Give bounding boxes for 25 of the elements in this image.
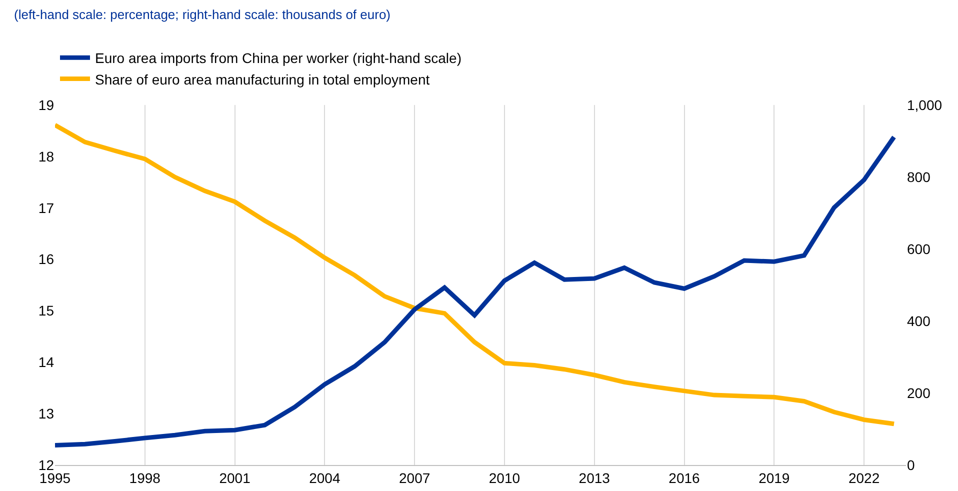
y-tick-label: 16 <box>38 251 54 268</box>
y-tick-label: 14 <box>38 354 54 370</box>
y2-tick-label: 600 <box>907 240 931 257</box>
x-tick-label: 2007 <box>399 470 430 486</box>
legend-label: Euro area imports from China per worker (right-hand scale) <box>95 50 462 66</box>
legend-label: Share of euro area manufacturing in total employment <box>95 71 430 88</box>
y2-tick-label: 1,000 <box>907 96 942 113</box>
x-tick-label: 2010 <box>488 470 520 486</box>
y2-tick-label: 400 <box>907 312 931 329</box>
y2-tick-label: 0 <box>907 456 915 473</box>
x-tick-label: 2016 <box>668 470 700 486</box>
y2-tick-label: 200 <box>907 384 931 401</box>
x-tick-label: 2004 <box>309 470 340 486</box>
y-tick-label: 19 <box>38 96 54 113</box>
x-tick-label: 2022 <box>848 470 880 486</box>
y2-tick-label: 800 <box>907 168 931 185</box>
y-tick-label: 17 <box>38 200 54 216</box>
y-tick-label: 18 <box>38 148 54 164</box>
x-tick-label: 2013 <box>578 470 610 486</box>
chart-subtitle: (left-hand scale: percentage; right-hand scale: thousands of euro) <box>14 7 391 22</box>
x-tick-label: 2019 <box>758 470 790 486</box>
y-tick-label: 13 <box>38 405 54 422</box>
y-tick-label: 15 <box>38 302 54 319</box>
x-tick-label: 2001 <box>219 470 251 486</box>
x-tick-label: 1998 <box>129 470 161 486</box>
